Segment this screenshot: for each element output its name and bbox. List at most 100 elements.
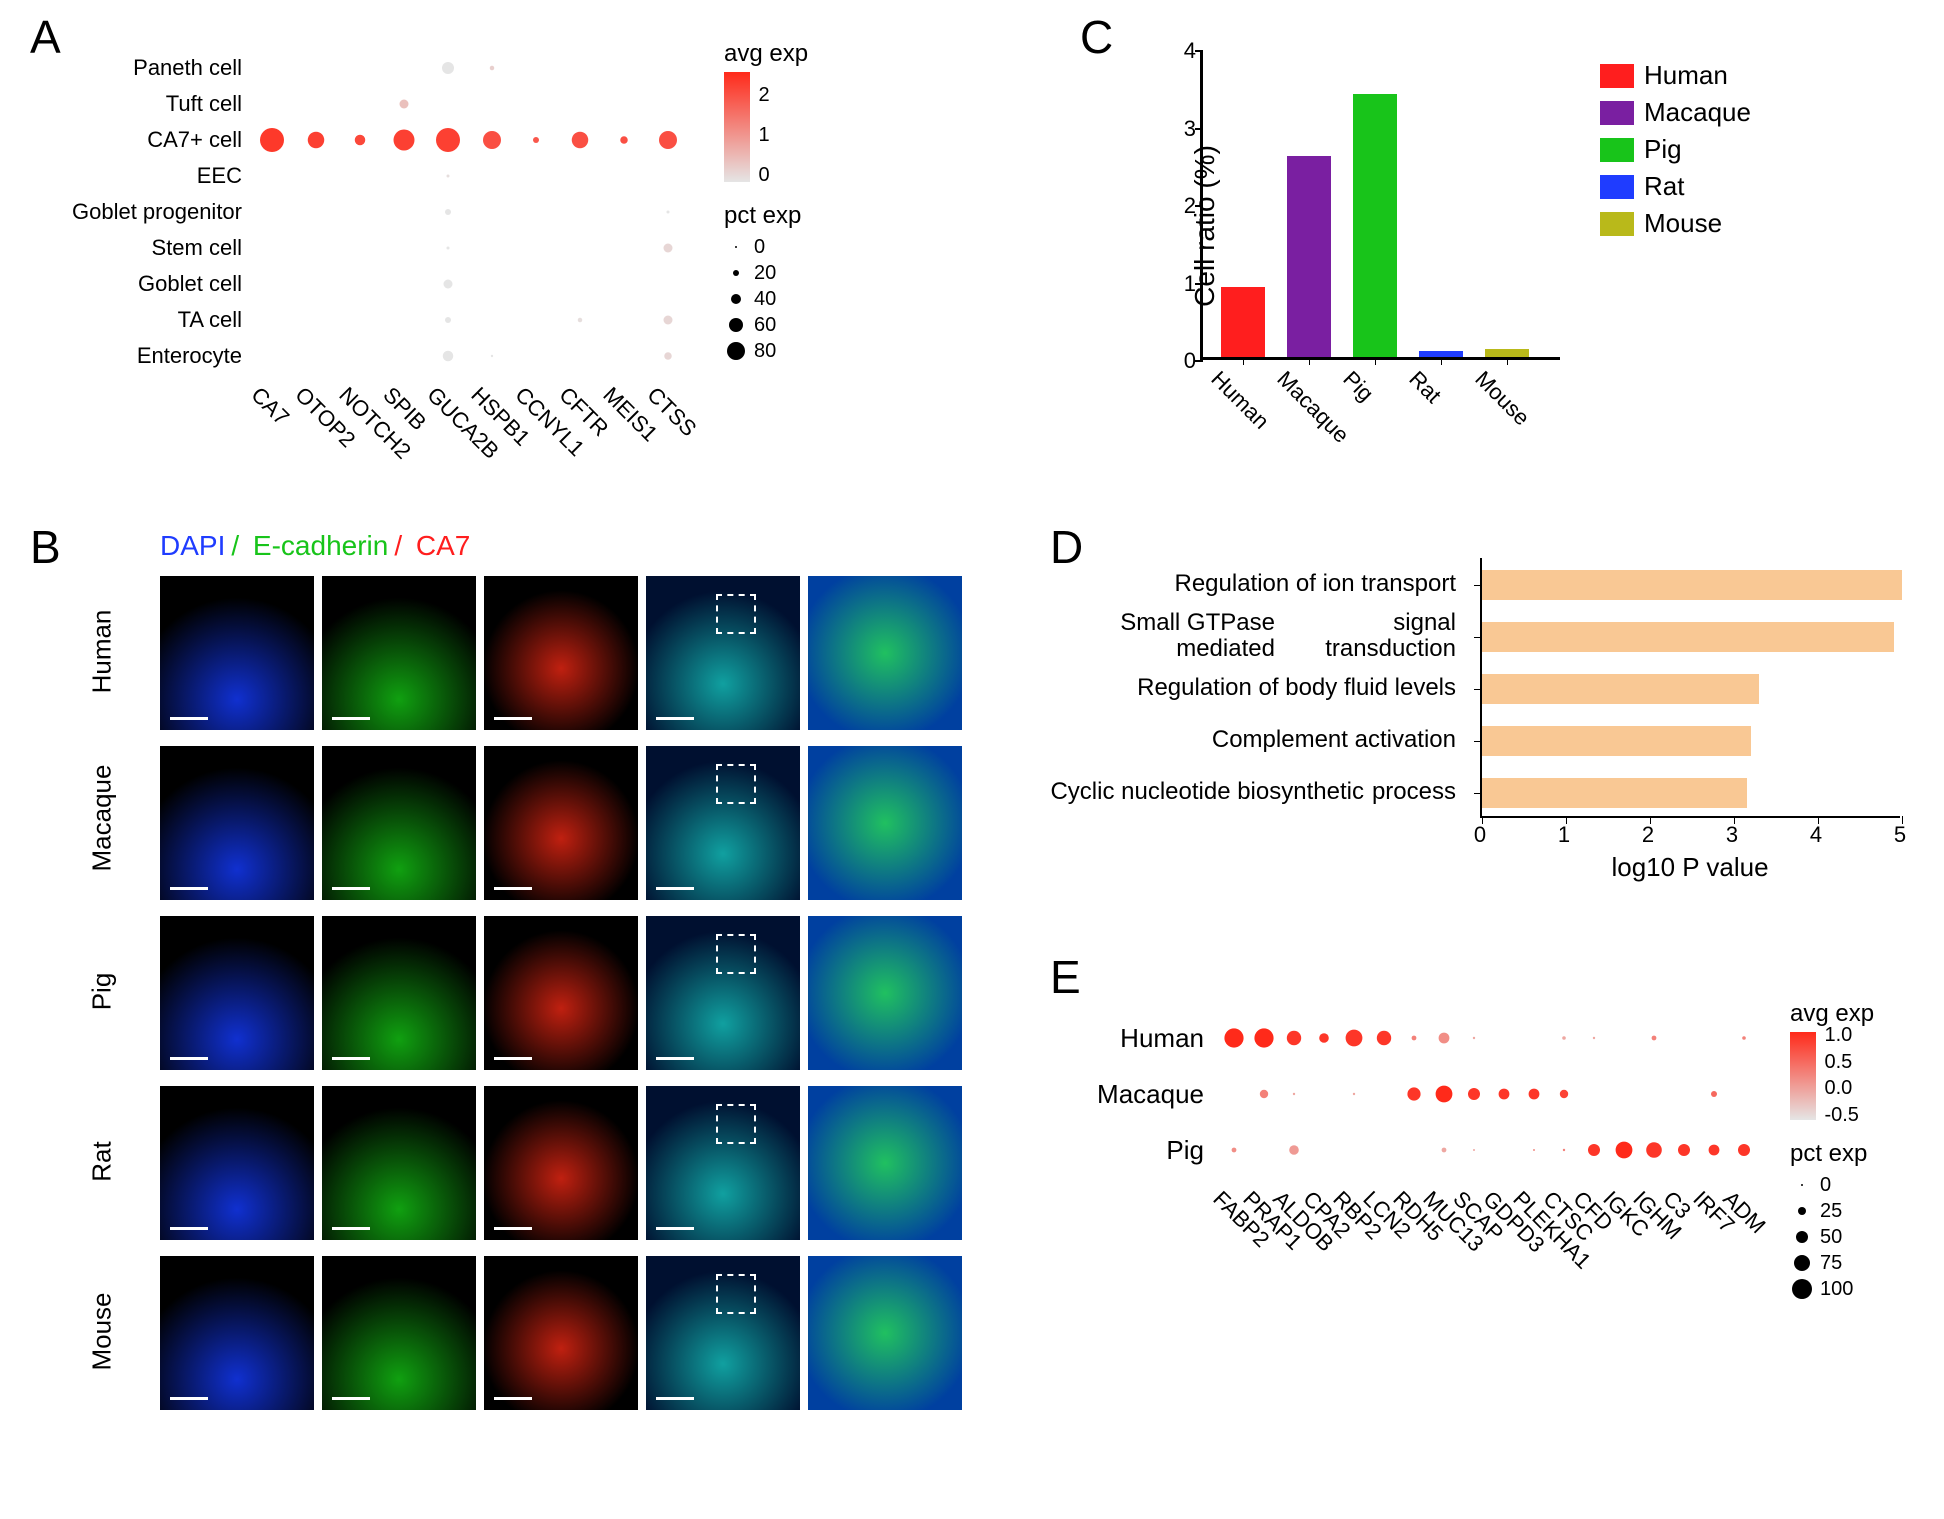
micro-image [808,576,962,730]
panel-b: B DAPI/ E-cadherin/ CA7 Human Macaque Pig R… [30,520,1010,1500]
micro-image [160,746,314,900]
row-label: Goblet cell [30,266,250,302]
avg-exp-colorbar [724,72,750,182]
legend-row: Pig [1600,134,1751,165]
row-label: Goblet progenitor [30,194,250,230]
micro-image [160,1256,314,1410]
category-label: Macaque [1272,366,1354,448]
row-label: Human [1050,1010,1212,1066]
go-term: Regulation of body fluid levels [1050,662,1472,714]
panel-d-bars [1480,558,1900,818]
category-label: Mouse [1470,366,1535,431]
avg-exp-title-e: avg exp [1790,1000,1944,1028]
size-legend-row: 80 [724,338,944,364]
avg-exp-ticks: 012 [754,72,794,182]
micro-image [646,916,800,1070]
micro-image [484,746,638,900]
panel-c-bars [1200,50,1560,360]
size-legend-row: 0 [1790,1172,1944,1198]
avg-exp-title: avg exp [724,40,944,68]
panel-e: E HumanMacaquePig FABP2PRAP1ALDOBCPA2RBP… [1050,950,1920,1480]
row-label: TA cell [30,302,250,338]
species-label: Pig [87,942,118,1042]
micro-image [808,1256,962,1410]
micro-image [160,916,314,1070]
micro-image [646,1086,800,1240]
micro-image [322,746,476,900]
avg-exp-colorbar-e [1790,1032,1816,1120]
size-legend-row: 75 [1790,1250,1944,1276]
channel-header: DAPI/ E-cadherin/ CA7 [160,530,476,562]
row-label: CA7+ cell [30,122,250,158]
micro-image [808,916,962,1070]
bar [1221,287,1265,357]
legend-row: Macaque [1600,97,1751,128]
panel-d: D Regulation of ion transportSmall GTPas… [1050,520,1910,880]
avg-exp-ticks-e: -0.50.00.51.0 [1820,1032,1860,1120]
hbar [1482,674,1759,704]
micro-row: Human [160,576,962,730]
pct-exp-legend-e: pct exp 0255075100 [1790,1140,1944,1302]
panel-a-dotgrid [258,50,718,380]
legend-row: Rat [1600,171,1751,202]
species-label: Mouse [87,1282,118,1382]
channel-name: E-cadherin [253,530,388,561]
species-label: Macaque [87,772,118,872]
row-label: Tuft cell [30,86,250,122]
panel-a-legend: avg exp 012 pct exp 020406080 [724,40,944,364]
species-label: Rat [87,1112,118,1212]
go-term: Small GTPase mediatedsignal transduction [1050,610,1472,662]
size-legend-row: 20 [724,260,944,286]
size-legend-row: 0 [724,234,944,260]
legend-row: Human [1600,60,1751,91]
micro-row: Macaque [160,746,962,900]
panel-e-label: E [1050,950,1081,1004]
micro-image [322,1086,476,1240]
size-legend-row: 25 [1790,1198,1944,1224]
micro-row: Mouse [160,1256,962,1410]
species-label: Human [87,602,118,702]
hbar [1482,726,1751,756]
go-term: Regulation of ion transport [1050,558,1472,610]
panel-b-label: B [30,520,61,574]
size-legend-row: 50 [1790,1224,1944,1250]
category-label: Pig [1338,366,1379,407]
row-label: Paneth cell [30,50,250,86]
micro-image [160,1086,314,1240]
go-term: Cyclic nucleotide biosyntheticprocess [1050,766,1472,818]
category-label: Rat [1404,366,1447,409]
micro-image [808,746,962,900]
legend-row: Mouse [1600,208,1751,239]
bar [1353,94,1397,358]
row-label: Enterocyte [30,338,250,374]
micro-image [322,1256,476,1410]
micro-image [322,916,476,1070]
hbar [1482,622,1894,652]
panel-e-dotgrid [1220,1010,1780,1195]
pct-exp-title: pct exp [724,202,944,230]
go-term: Complement activation [1050,714,1472,766]
row-label: EEC [30,158,250,194]
row-label: Macaque [1050,1066,1212,1122]
panel-a-rowlabels: Paneth cellTuft cellCA7+ cellEECGoblet p… [30,50,250,374]
pct-exp-title-e: pct exp [1790,1140,1944,1168]
channel-name: DAPI [160,530,225,561]
gene-label: CA7 [246,382,295,431]
micro-image [646,746,800,900]
panel-e-legend: avg exp -0.50.00.51.0 pct exp 0255075100 [1790,1000,1944,1302]
panel-c-legend: Human Macaque Pig Rat Mouse [1600,60,1751,245]
panel-e-rowlabels: HumanMacaquePig [1050,1010,1212,1178]
micro-image [160,576,314,730]
micro-image [484,1256,638,1410]
micro-grid: HumanMacaquePigRatMouse [160,576,962,1426]
bar [1485,349,1529,357]
micro-image [646,1256,800,1410]
size-legend-row: 60 [724,312,944,338]
panel-a: A Paneth cellTuft cellCA7+ cellEECGoblet… [30,10,1010,450]
hbar [1482,570,1902,600]
pct-exp-legend: pct exp 020406080 [724,202,944,364]
channel-name: CA7 [416,530,470,561]
size-legend-row: 40 [724,286,944,312]
micro-image [646,576,800,730]
micro-row: Pig [160,916,962,1070]
